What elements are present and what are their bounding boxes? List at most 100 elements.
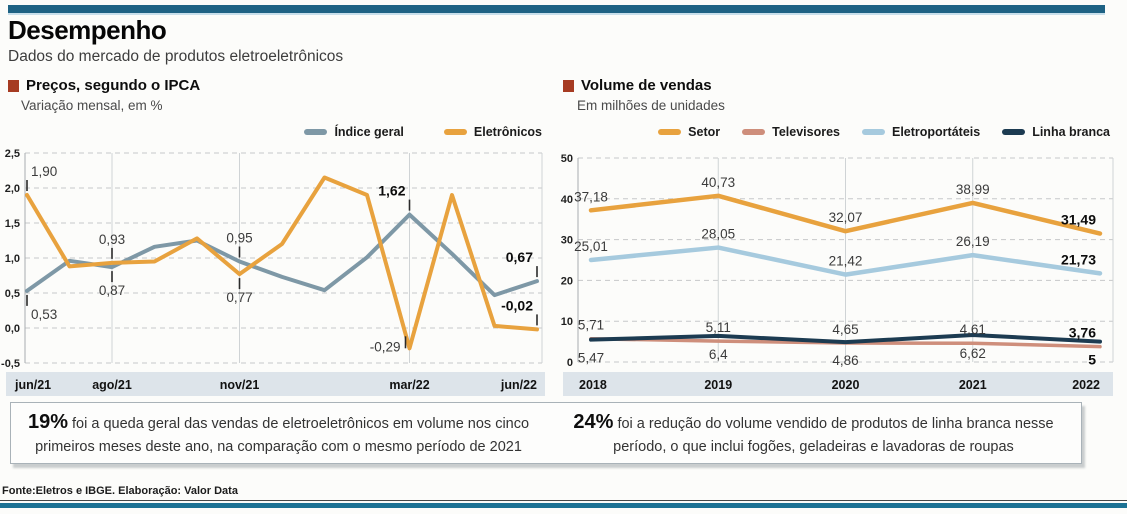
data-label: 0,53 bbox=[31, 307, 57, 322]
data-label: -0,02 bbox=[501, 297, 533, 313]
section-header-volume: Volume de vendas bbox=[563, 77, 712, 94]
data-label: 25,01 bbox=[574, 239, 608, 254]
callout-stat: 19% bbox=[27, 411, 68, 434]
y-axis-tick-label: 50 bbox=[561, 153, 573, 165]
chart-volume: 50 40 30 20 10 0 2018 2019 2020 2021 2022 37,18 40,7… bbox=[561, 153, 1114, 396]
data-label: 4,86 bbox=[832, 353, 858, 368]
legend-item-eletronicos: Eletrônicos bbox=[443, 125, 542, 139]
data-label: 5,11 bbox=[706, 320, 731, 335]
x-axis-label: 2022 bbox=[1072, 378, 1100, 392]
legend-label: Eletroportáteis bbox=[891, 125, 981, 139]
x-axis-label: nov/21 bbox=[220, 378, 260, 392]
x-axis-label: ago/21 bbox=[92, 378, 132, 392]
data-label: -0,29 bbox=[370, 339, 401, 354]
legend-label: Índice geral bbox=[334, 125, 404, 139]
legend-item-eletroportateis: Eletroportáteis bbox=[861, 125, 981, 139]
bottom-accent-bar bbox=[0, 503, 1127, 508]
data-label: 4,61 bbox=[960, 322, 986, 337]
line-eletronicos bbox=[25, 175, 539, 351]
callout-body: foi a redução do volume vendido de produ… bbox=[613, 416, 1054, 456]
legend-ipca: Índice geral Eletrônicos bbox=[0, 125, 542, 139]
x-axis-label: 2021 bbox=[959, 378, 987, 392]
legend-swatch-icon bbox=[443, 128, 467, 136]
legend-swatch-icon bbox=[742, 128, 766, 136]
x-axis-label: 2019 bbox=[704, 378, 732, 392]
chart-ipca: 2,5 2,0 1,5 1,0 0,5 0,0 -0,5 jun/21 ago/21 nov/21… bbox=[1, 148, 545, 396]
section-subtitle-volume: Em milhões de unidades bbox=[577, 98, 725, 113]
section-bullet-icon bbox=[563, 79, 574, 92]
y-axis-tick-label: 0 bbox=[567, 357, 573, 369]
data-label: 1,90 bbox=[31, 164, 57, 179]
footer-rule bbox=[0, 500, 1127, 501]
data-label: 5,71 bbox=[578, 318, 604, 333]
data-label: 3,76 bbox=[1069, 325, 1096, 341]
data-label: 4,65 bbox=[832, 322, 858, 337]
section-title-ipca: Preços, segundo o IPCA bbox=[26, 77, 201, 94]
data-label: 5 bbox=[1088, 352, 1096, 368]
callout-text: 24% foi a redução do volume vendido de p… bbox=[561, 407, 1066, 459]
data-label: 37,18 bbox=[574, 189, 608, 204]
legend-label: Televisores bbox=[772, 125, 840, 139]
data-label: 1,62 bbox=[378, 183, 405, 199]
callout-sector-drop: 19% foi a queda geral das vendas de elet… bbox=[11, 407, 546, 459]
y-axis-tick-label: 2,0 bbox=[5, 183, 20, 195]
section-subtitle-ipca: Variação mensal, em % bbox=[21, 98, 163, 113]
callout-text: 19% foi a queda geral das vendas de elet… bbox=[11, 407, 546, 459]
y-axis-tick-label: -0,5 bbox=[1, 358, 20, 370]
data-label: 0,95 bbox=[226, 231, 252, 246]
data-label: 38,99 bbox=[956, 182, 990, 197]
x-axis-label: mar/22 bbox=[389, 378, 429, 392]
data-label: 6,62 bbox=[960, 346, 986, 361]
legend-swatch-icon bbox=[304, 128, 328, 136]
legend-item-televisores: Televisores bbox=[742, 125, 840, 139]
y-axis-tick-label: 20 bbox=[561, 275, 573, 287]
legend-swatch-icon bbox=[861, 128, 885, 136]
x-axis-label: jun/22 bbox=[500, 378, 537, 392]
data-label: 0,77 bbox=[226, 290, 252, 305]
y-axis-tick-label: 2,5 bbox=[5, 148, 20, 160]
data-label: 32,07 bbox=[829, 210, 863, 225]
legend-item-linha-branca: Linha branca bbox=[1002, 125, 1110, 139]
data-label: 21,73 bbox=[1061, 251, 1096, 267]
y-axis-tick-label: 0,0 bbox=[5, 323, 20, 335]
y-axis-tick-label: 0,5 bbox=[5, 288, 20, 300]
page-title: Desempenho bbox=[8, 15, 167, 45]
data-label: 28,05 bbox=[701, 227, 735, 242]
legend-volume: Setor Televisores Eletroportáteis Linha bra… bbox=[563, 125, 1110, 139]
y-axis-tick-label: 1,0 bbox=[5, 253, 20, 265]
y-axis-tick-label: 30 bbox=[561, 235, 573, 247]
data-label: 0,87 bbox=[99, 283, 125, 298]
section-bullet-icon bbox=[8, 79, 19, 92]
callout-body: foi a queda geral das vendas de eletroel… bbox=[35, 416, 530, 456]
x-axis-label: 2020 bbox=[832, 378, 860, 392]
y-axis-tick-label: 1,5 bbox=[5, 218, 20, 230]
data-label: 5,47 bbox=[578, 351, 604, 366]
data-label: 0,93 bbox=[99, 232, 125, 247]
x-axis-band bbox=[6, 372, 545, 396]
page-subtitle: Dados do mercado de produtos eletroeletr… bbox=[8, 48, 344, 65]
top-accent-bar bbox=[8, 5, 1105, 13]
data-label: 31,49 bbox=[1061, 212, 1096, 228]
data-label: 6,4 bbox=[709, 347, 728, 362]
data-label: 26,19 bbox=[956, 234, 990, 249]
legend-label: Linha branca bbox=[1032, 125, 1110, 139]
legend-swatch-icon bbox=[658, 128, 682, 136]
x-axis-label: jun/21 bbox=[14, 378, 51, 392]
data-label: 40,73 bbox=[701, 175, 735, 190]
line-linha-branca bbox=[589, 332, 1102, 345]
line-setor bbox=[588, 193, 1103, 236]
x-axis-label: 2018 bbox=[579, 378, 607, 392]
section-title-volume: Volume de vendas bbox=[581, 77, 712, 94]
line-eletroportateis bbox=[588, 245, 1103, 277]
legend-label: Eletrônicos bbox=[473, 125, 542, 139]
source-line: Fonte:Eletros e IBGE. Elaboração: Valor … bbox=[2, 485, 238, 497]
y-axis-tick-label: 40 bbox=[561, 194, 573, 206]
callout-linha-branca-drop: 24% foi a redução do volume vendido de p… bbox=[546, 407, 1081, 459]
x-axis-band bbox=[563, 372, 1113, 396]
legend-label: Setor bbox=[688, 125, 721, 139]
data-label: 0,67 bbox=[506, 249, 533, 265]
data-label: 21,42 bbox=[829, 254, 863, 269]
legend-swatch-icon bbox=[1002, 128, 1026, 136]
line-indice-geral bbox=[25, 212, 539, 298]
